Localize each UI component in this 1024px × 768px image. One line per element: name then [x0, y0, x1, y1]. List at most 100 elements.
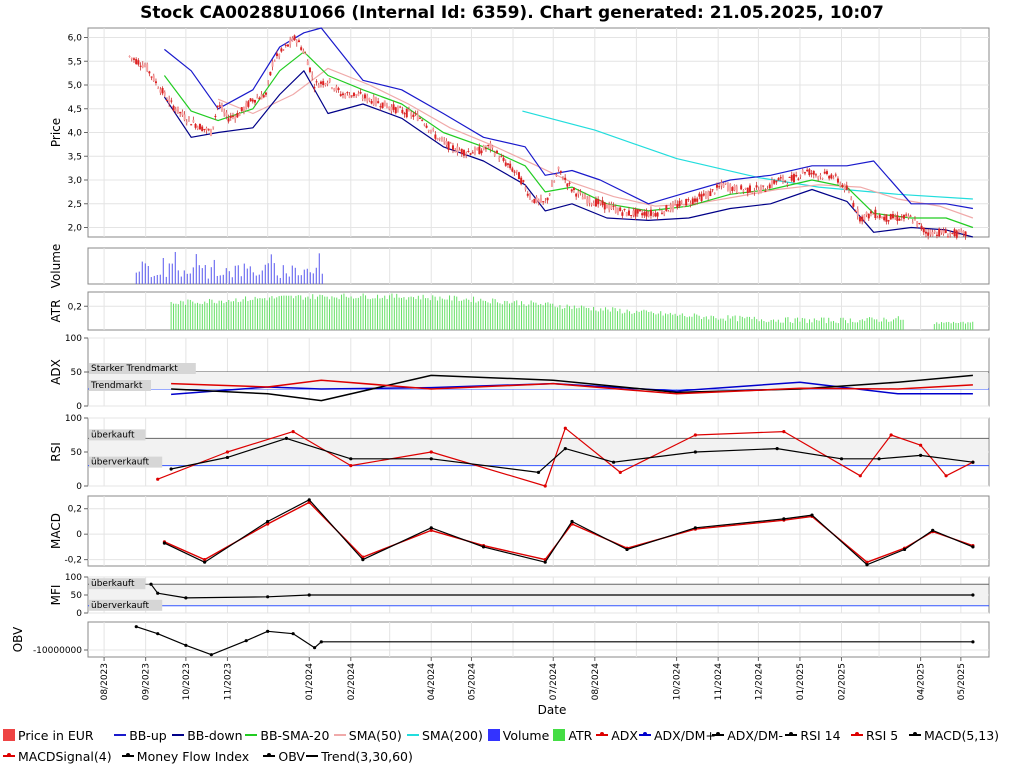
- price-candle: [781, 176, 784, 182]
- price-candle: [500, 156, 503, 158]
- legend-line-swatch: [333, 734, 346, 736]
- price-candle: [674, 203, 677, 205]
- macd-line-point: [162, 541, 167, 545]
- price-candle: [779, 177, 782, 179]
- price-candle: [751, 192, 754, 194]
- price-candle: [330, 87, 333, 89]
- price-candle: [702, 193, 705, 196]
- price-candle: [438, 138, 441, 140]
- price-candle: [297, 40, 300, 43]
- legend-line-swatch: [121, 753, 134, 757]
- price-candle: [834, 174, 837, 176]
- legend-label: Trend(3,30,60): [321, 748, 413, 764]
- price-candle: [656, 212, 659, 217]
- legend-swatch: [553, 729, 566, 741]
- adx-axis-label: ADX: [49, 359, 63, 385]
- obv-panel-frame: [87, 621, 990, 658]
- price-candle: [454, 151, 457, 153]
- price-candle: [564, 177, 567, 180]
- price-candle: [379, 106, 382, 108]
- rsi5-line-point: [349, 464, 353, 468]
- macd-line-point: [203, 560, 207, 564]
- mfi-axis-label: MFI: [49, 585, 63, 606]
- price-candle: [839, 183, 842, 187]
- x-tick-label: 04/2025: [917, 663, 927, 700]
- price-candle: [183, 114, 186, 121]
- price-candle: [755, 185, 758, 188]
- price-candle: [597, 199, 600, 205]
- price-candle: [623, 208, 626, 210]
- macd-line-point: [782, 517, 786, 521]
- price-candle: [766, 189, 769, 191]
- price-candle: [273, 60, 276, 62]
- macd-tick-label: 0,2: [68, 505, 82, 515]
- rsi14-line-point: [284, 436, 289, 440]
- price-candle: [533, 198, 536, 203]
- x-tick-label: 04/2024: [427, 663, 437, 701]
- price-candle: [872, 213, 875, 215]
- price-candle: [733, 185, 736, 191]
- price-candle: [823, 171, 826, 174]
- price-candle: [502, 157, 505, 161]
- price-candle: [828, 175, 831, 179]
- legend-item: MACD(5,13): [909, 726, 999, 744]
- legend-line-swatch: [785, 732, 798, 736]
- rsi14-line-point: [225, 455, 230, 460]
- rsi-zone-label: überverkauft: [91, 458, 150, 468]
- x-tick-label: 12/2024: [754, 663, 764, 701]
- price-candle: [951, 232, 954, 234]
- price-candle: [665, 205, 668, 212]
- price-candle: [746, 187, 749, 194]
- price-candle: [447, 141, 450, 150]
- price-candle: [909, 215, 912, 217]
- price-candle: [773, 180, 776, 184]
- legend-item: OBV: [263, 747, 305, 765]
- price-candle: [174, 109, 177, 111]
- x-tick-label: 01/2025: [796, 663, 806, 700]
- price-candle: [726, 185, 729, 191]
- price-candle: [522, 180, 525, 182]
- price-candle: [326, 82, 329, 85]
- rsi14-line-point: [563, 447, 567, 451]
- price-candle: [920, 225, 923, 230]
- price-candle: [179, 111, 182, 114]
- price-candle: [280, 48, 283, 52]
- price-candle: [685, 199, 688, 206]
- price-candle: [940, 230, 943, 233]
- price-candle: [924, 231, 927, 234]
- price-candle: [341, 93, 344, 96]
- price-candle: [599, 200, 602, 204]
- adx-zone-label-bg: [89, 380, 151, 391]
- price-candle: [434, 134, 437, 139]
- obv-tick-label: -10000000: [33, 646, 82, 656]
- price-candle: [267, 81, 270, 83]
- price-candle: [462, 150, 465, 156]
- price-candle: [201, 126, 204, 132]
- price-candle: [216, 105, 219, 107]
- price-candle: [682, 206, 685, 208]
- price-candle: [137, 60, 140, 65]
- price-tick-label: 2,5: [68, 200, 82, 210]
- price-candle: [748, 185, 751, 193]
- price-candle: [711, 189, 714, 191]
- price-candle: [911, 222, 914, 224]
- price-candle: [638, 209, 641, 212]
- adx-zone-band: [89, 372, 988, 389]
- legend-label: BB-down: [187, 727, 243, 743]
- x-tick-label: 05/2024: [467, 663, 477, 701]
- price-candle: [907, 215, 910, 218]
- price-candle: [148, 71, 151, 74]
- price-candle: [691, 198, 694, 205]
- legend-label: Price in EUR: [18, 727, 94, 743]
- price-candle: [964, 231, 967, 237]
- price-candle: [641, 213, 644, 216]
- price-candle: [432, 128, 435, 130]
- price-candle: [146, 64, 149, 72]
- legend-line-swatch: [172, 734, 185, 736]
- price-candle: [876, 217, 879, 219]
- price-candle: [176, 106, 179, 113]
- atr-axis-label: ATR: [49, 300, 63, 323]
- price-candle: [550, 183, 553, 187]
- rsi14-line-point: [611, 460, 616, 464]
- price-candle: [223, 111, 226, 114]
